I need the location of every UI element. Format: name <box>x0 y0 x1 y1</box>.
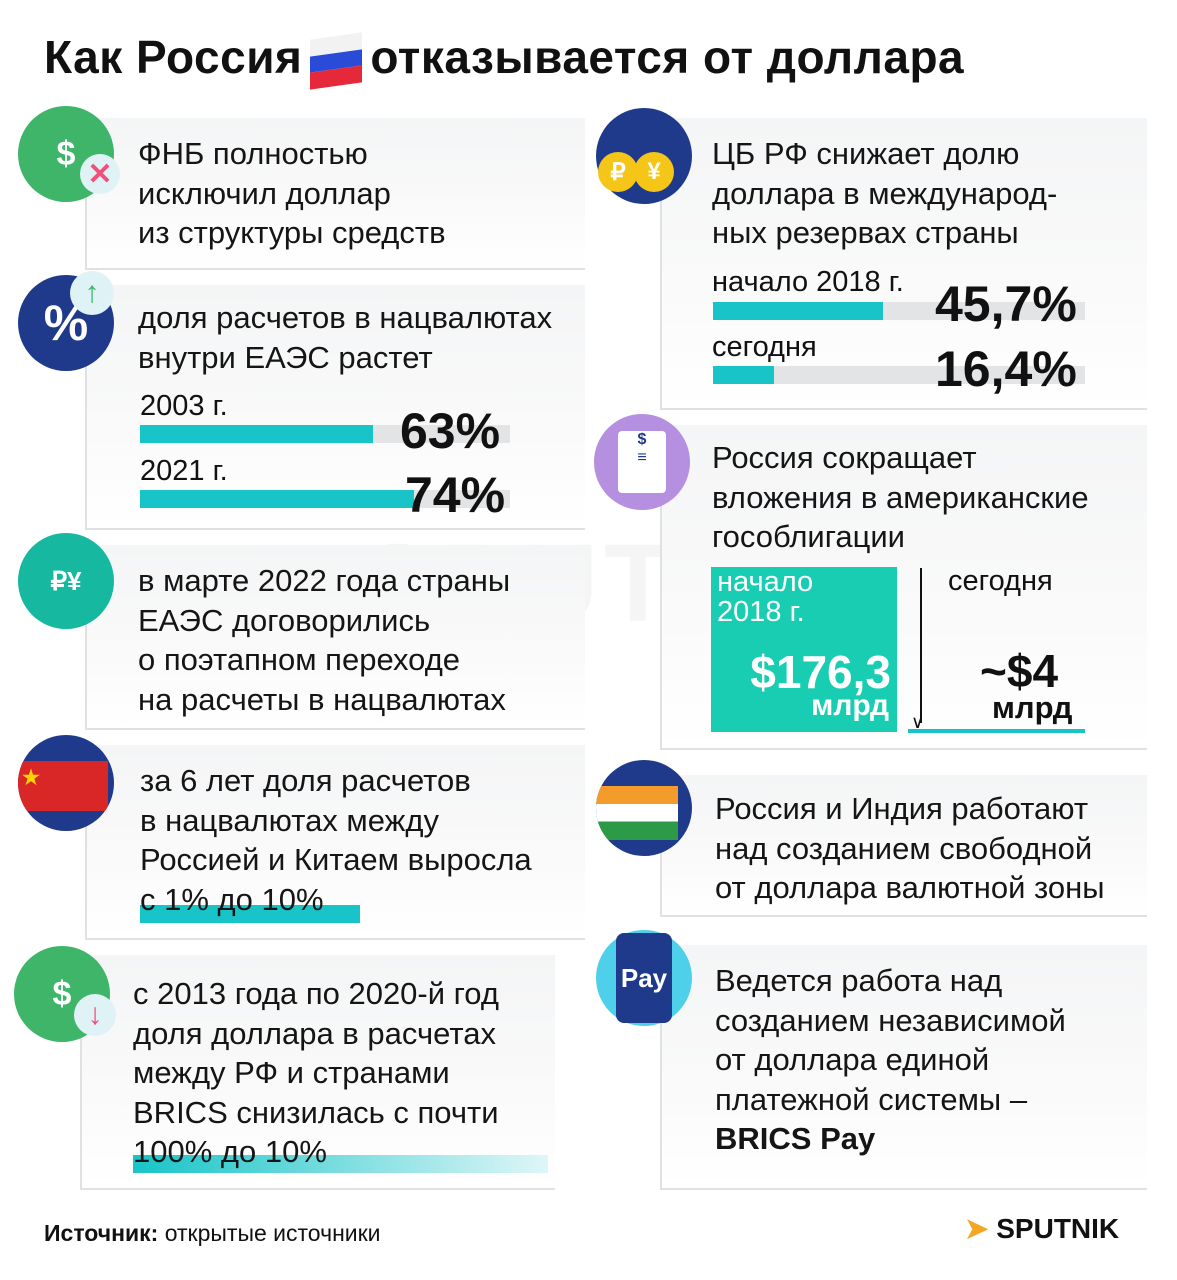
card-march-2022 <box>85 545 585 730</box>
bar-value: 63% <box>400 403 501 459</box>
card-eaeu-share <box>85 285 585 530</box>
card-russia-india <box>660 775 1147 917</box>
card-text: ФНБ полностью исключил доллар из структуры… <box>138 136 446 250</box>
source: Источник: открытые источники <box>44 1220 381 1246</box>
card-brics-dollar <box>80 955 555 1190</box>
phone-pay-icon: Pay <box>596 930 692 1026</box>
calculator-coins-icon: ₽ ¥ <box>596 108 692 204</box>
bar-value: 45,7% <box>935 276 1077 332</box>
card-text: в марте 2022 года страны ЕАЭС договорилис… <box>138 563 511 717</box>
bar-label: начало 2018 г. <box>712 266 904 298</box>
sputnik-logo-icon: ➤ <box>965 1213 989 1244</box>
after-value: ~$4 <box>980 645 1059 697</box>
after-unit: млрд <box>992 690 1073 725</box>
highlight-bar <box>140 905 360 923</box>
page-title: Как Россия отказывается от доллара <box>44 30 964 90</box>
banknote-icon: ₽ ¥ <box>18 533 114 629</box>
card-fnb <box>85 118 585 270</box>
card-text: за 6 лет доля расчетов в нацвалютах между… <box>140 763 532 917</box>
india-russia-flags-icon <box>596 760 692 856</box>
before-box: начало 2018 г. $176,3 млрд <box>711 567 897 732</box>
china-russia-flags-icon: ★ <box>18 735 114 831</box>
money-down-icon: $ ↓ <box>14 946 116 1042</box>
bar-value: 16,4% <box>935 341 1077 397</box>
money-cross-icon: $ ✕ <box>18 106 120 202</box>
bar-label: сегодня <box>712 331 817 363</box>
card-brics-pay <box>660 945 1147 1190</box>
percent-up-icon: % ↑ <box>18 271 114 371</box>
card-text: с 2013 года по 2020-й год доля доллара в … <box>133 976 499 1169</box>
after-label: сегодня <box>948 565 1053 597</box>
sputnik-logo: ➤ SPUTNIK <box>965 1213 1120 1244</box>
card-text: Россия и Индия работают над созданием сво… <box>715 791 1105 905</box>
after-underline <box>908 729 1085 733</box>
bar-value: 74% <box>405 467 506 523</box>
card-text: ЦБ РФ снижает долю доллара в международ-н… <box>712 136 1058 250</box>
bar-today <box>713 366 1085 384</box>
card-text: доля расчетов в нацвалютах внутри ЕАЭС ра… <box>138 300 553 375</box>
card-text: Россия сокращает вложения в американские г… <box>712 440 1089 554</box>
card-text: Ведется работа над созданием независимой о… <box>715 963 1066 1156</box>
bond-document-icon: $ ≡ <box>594 414 690 510</box>
bar-2018 <box>713 302 1085 320</box>
down-arrow-icon: ∨ <box>911 568 924 732</box>
card-cbr-reserves <box>660 118 1147 410</box>
bar-2003 <box>140 425 510 443</box>
bar-label: 2021 г. <box>140 455 228 487</box>
highlight-bar <box>133 1155 548 1173</box>
russia-flag-icon <box>310 32 363 90</box>
bar-label: 2003 г. <box>140 390 228 422</box>
bar-2021 <box>140 490 510 508</box>
